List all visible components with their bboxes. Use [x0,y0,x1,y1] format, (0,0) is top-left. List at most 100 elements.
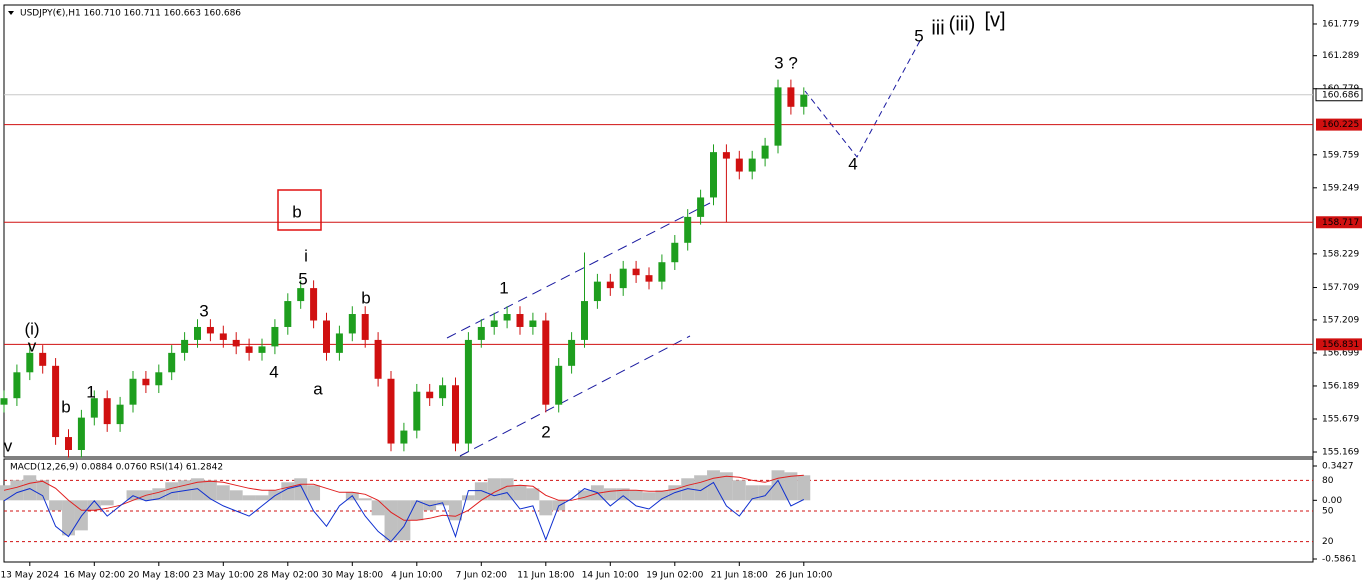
y-tick-label: 157.209 [1322,315,1359,325]
candle-body [129,378,137,405]
macd-bar [603,488,617,501]
candle-body [464,339,472,444]
macd-bar [229,490,243,501]
x-tick-label: 23 May 10:00 [192,571,254,581]
candle-body [619,268,627,289]
channel-lower [459,335,691,457]
candle-body [800,94,808,107]
macd-bar [165,482,179,501]
candle-body [774,87,782,146]
candle-body [452,385,459,444]
candle-body [658,262,666,282]
wave-label: b [361,288,370,307]
indicator-title: MACD(12,26,9) 0.0884 0.0760 RSI(14) 61.2… [10,463,223,473]
y-tick-label: 20 [1322,537,1334,547]
candle-body [503,314,511,321]
candle-body [529,320,537,327]
x-tick-label: 30 May 18:00 [321,571,383,581]
price-pane [3,4,1314,458]
candle-body [684,216,692,243]
macd-bar [616,488,630,501]
candle-body [335,333,343,353]
macd-bar [371,500,385,516]
y-tick-label: 161.779 [1322,19,1359,29]
candle-body [13,372,21,399]
wave-label: b [292,202,301,221]
macd-bar [642,492,656,501]
candle-body [0,398,8,405]
macd-bar [745,485,759,501]
level-label-box [1316,338,1362,351]
macd-bar [87,500,101,511]
candle-body [219,333,227,340]
macd-bar [358,498,372,501]
macd-bar [0,485,11,501]
candle-body [284,301,292,327]
candle-body [103,398,111,425]
candle-body [374,339,382,379]
macd-bar [461,495,475,501]
y-tick-label: 158.229 [1322,249,1359,259]
macd-bar [410,500,424,521]
macd-bar [10,480,24,501]
macd-bar [797,475,811,501]
candle-body [568,339,576,366]
candle-body [245,346,253,353]
candle-body [194,326,201,340]
macd-bar [719,472,733,501]
wave-label: 5 [298,269,307,288]
rsi-line [3,479,805,543]
wave-label: 4 [848,154,857,173]
y-tick-label: 50 [1322,507,1334,517]
macd-bar [49,500,63,511]
x-tick-label: 4 Jun 10:00 [391,571,443,581]
macd-bar [513,485,527,501]
wave-label: i [304,246,308,265]
annotation-box [277,189,322,231]
macd-bar [655,490,669,501]
candle-body [323,320,330,353]
wave-label: b [61,397,70,416]
candle-body [271,326,279,347]
wave-label: (iii) [949,13,976,35]
wave-label: 5 [914,26,923,45]
macd-bar [255,495,269,501]
x-tick-label: 26 Jun 10:00 [775,571,832,581]
candle-body [671,242,679,263]
candle-body [52,365,60,438]
level-label-box [1316,216,1362,229]
wave-label: 3 ? [774,53,798,72]
candle-body [413,391,421,431]
macd-bar [100,500,114,506]
macd-bar [449,500,462,521]
candle-body [90,398,98,418]
macd-bar [578,490,591,501]
candle-body [606,281,614,289]
candle-body [542,320,550,405]
menu-arrow [8,11,14,15]
wave-label: 2 [541,422,550,441]
y-tick-label: 0.3427 [1322,462,1354,472]
macd-bar [681,478,695,501]
y-tick-label: 80 [1322,476,1334,486]
level-label: 156.831 [1322,340,1359,350]
macd-bar [552,500,566,511]
y-tick-label: 155.169 [1322,448,1359,458]
wave-label: 1 [499,278,508,297]
wave-label: 3 [199,301,208,320]
wave-label: v [28,336,37,355]
y-tick-label: 159.759 [1322,150,1359,160]
y-tick-label: -0.5861 [1322,555,1357,565]
macd-bar [629,490,643,501]
candle-body [297,288,305,302]
wave-label: 4 [269,362,278,381]
macd-bar [474,482,488,501]
macd-bar [242,495,256,501]
level-label-box [1316,118,1362,131]
wave-label: a [313,379,323,398]
macd-bar [62,500,75,536]
candle-body [155,372,163,386]
candle-body [26,352,34,373]
level-label: 158.717 [1322,218,1359,228]
